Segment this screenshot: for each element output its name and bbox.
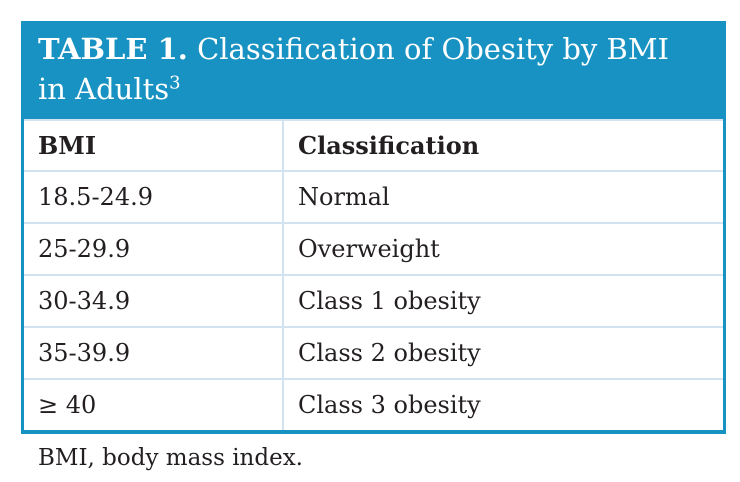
table-row: ≥ 40 Class 3 obesity — [24, 378, 723, 430]
bmi-range-cell: 30-34.9 — [24, 276, 284, 326]
bmi-range-cell: 25-29.9 — [24, 224, 284, 274]
table-title-line2: in Adults — [38, 72, 170, 106]
classification-cell: Class 2 obesity — [298, 339, 481, 367]
table-title-line1: Classification of Obesity by BMI — [197, 32, 669, 66]
table-row: 18.5-24.9 Normal — [24, 170, 723, 222]
table-header-row: BMI Classification — [24, 119, 723, 170]
bmi-range-cell: ≥ 40 — [24, 380, 284, 430]
citation-superscript: 3 — [169, 72, 181, 94]
table-body: BMI Classification 18.5-24.9 Normal 25-2… — [21, 119, 726, 434]
bmi-range-cell: 35-39.9 — [24, 328, 284, 378]
table-row: 30-34.9 Class 1 obesity — [24, 274, 723, 326]
table-row: 25-29.9 Overweight — [24, 222, 723, 274]
column-header-bmi: BMI — [24, 121, 284, 170]
bmi-range-cell: 18.5-24.9 — [24, 172, 284, 222]
classification-cell: Class 3 obesity — [298, 391, 481, 419]
classification-cell: Normal — [298, 183, 390, 211]
bmi-classification-table-figure: TABLE 1. Classification of Obesity by BM… — [21, 21, 726, 471]
table-footnote: BMI, body mass index. — [38, 445, 303, 471]
column-header-classification: Classification — [298, 131, 480, 160]
table-row: 35-39.9 Class 2 obesity — [24, 326, 723, 378]
classification-cell: Overweight — [298, 235, 440, 263]
table-title-band: TABLE 1. Classification of Obesity by BM… — [21, 21, 726, 119]
table-number-label: TABLE 1. — [38, 32, 188, 66]
classification-cell: Class 1 obesity — [298, 287, 481, 315]
